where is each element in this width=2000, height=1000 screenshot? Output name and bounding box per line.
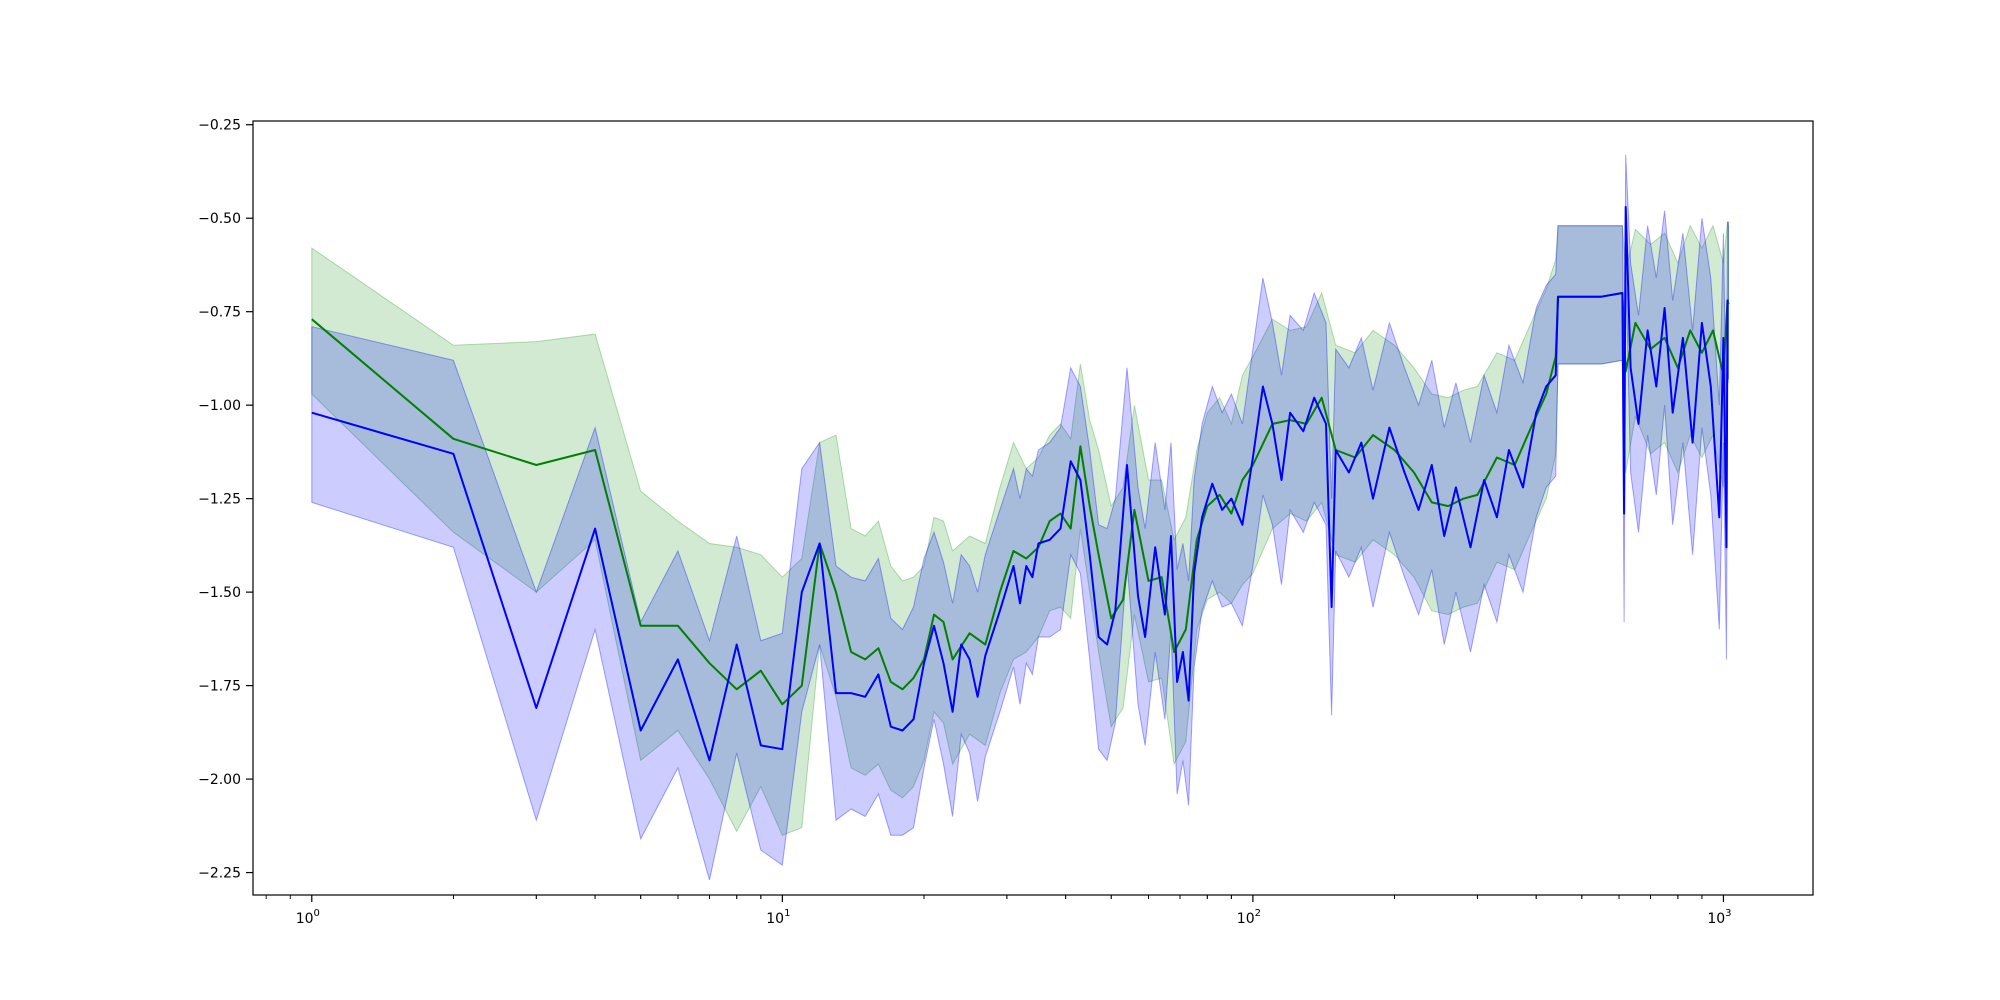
- y-tick-label: −1.00: [198, 398, 241, 414]
- x-tick-label: 103: [1707, 908, 1731, 927]
- y-tick-label: −1.75: [198, 679, 241, 695]
- series-1-band: [311, 154, 1729, 881]
- series-lines: [311, 206, 1730, 762]
- plot-frame: [252, 120, 1814, 896]
- x-tick-label: 100: [296, 908, 320, 927]
- y-tick-label: −1.50: [198, 585, 241, 601]
- x-axis: 100 101 102 103: [265, 895, 1732, 927]
- y-tick-label: −0.50: [198, 211, 241, 227]
- x-tick-label: 101: [766, 908, 790, 927]
- y-tick-label: −1.25: [198, 492, 241, 508]
- y-tick-label: −0.25: [198, 118, 241, 134]
- y-tick-label: −2.25: [198, 866, 241, 882]
- x-tick-label: 102: [1237, 908, 1261, 927]
- y-tick-label: −2.00: [198, 772, 241, 788]
- y-tick-label: −0.75: [198, 305, 241, 321]
- series-1-line: [311, 206, 1729, 762]
- y-axis: −0.25 −0.50 −0.75 −1.00 −1.25 −1.50 −1.75 −2.00…: [198, 118, 253, 882]
